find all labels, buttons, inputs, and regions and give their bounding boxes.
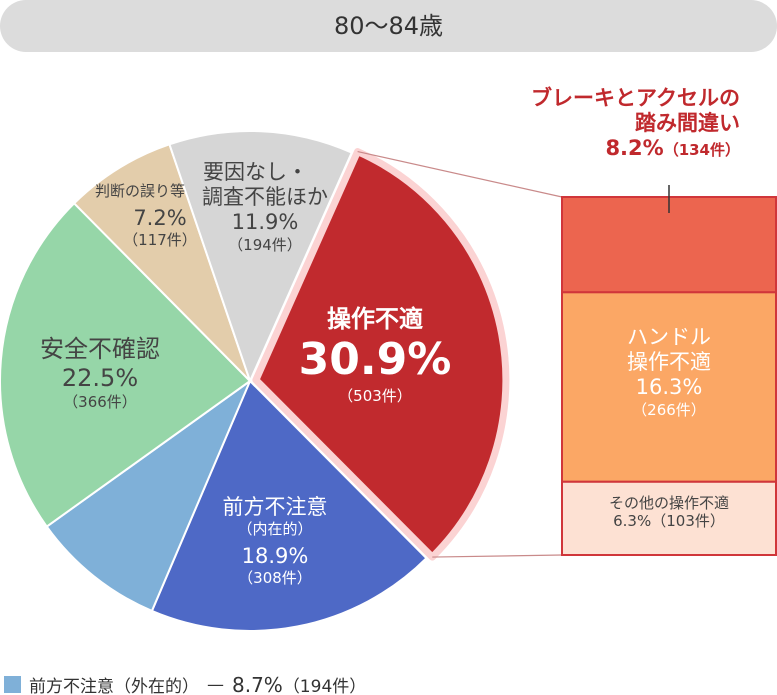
pie-slice <box>45 378 253 613</box>
label-judgement: 判断の誤り等 7.2% （117件） <box>45 182 205 249</box>
slice-label: 要因なし・ <box>203 160 308 184</box>
legend-label: 前方不注意（外在的） <box>29 677 199 695</box>
bar-pct: 16.3% <box>635 375 703 400</box>
bar-pct: 6.3% <box>613 512 652 530</box>
slice-label: 操作不適 <box>327 305 423 333</box>
pie-slice <box>0 201 252 528</box>
bar-pct: 8.2% <box>605 136 664 161</box>
bar-label: 踏み間違い <box>635 111 740 136</box>
connector-line <box>432 554 563 558</box>
bar-label: その他の操作不適 <box>608 494 729 512</box>
pie-slice <box>168 130 354 384</box>
slice-count: （308件） <box>238 569 312 588</box>
slice-count: （117件） <box>123 231 197 250</box>
label-none: 要因なし・ 調査不能ほか 11.9% （194件） <box>195 160 335 254</box>
slice-pct: 18.9% <box>241 544 309 569</box>
slice-count: （503件） <box>338 386 412 405</box>
slice-pct: 11.9% <box>231 210 299 235</box>
slice-sublabel: （内在的） <box>237 520 313 539</box>
label-other-operation: その他の操作不適 6.3%（103件） <box>562 494 776 530</box>
legend-pct: 8.7% <box>232 673 283 695</box>
slice-count: （366件） <box>63 392 137 411</box>
bar-label: ブレーキとアクセルの <box>531 86 740 110</box>
slice-pct: 7.2% <box>133 206 187 230</box>
label-front-internal: 前方不注意 （内在的） 18.9% （308件） <box>195 495 355 587</box>
slice-pct: 22.5% <box>61 363 139 392</box>
slice-label: 調査不能ほか <box>202 185 328 210</box>
connector-line <box>357 150 563 198</box>
bar-label: ハンドル <box>627 325 711 349</box>
pie-slice-operation <box>252 148 510 561</box>
label-pedal-error: ブレーキとアクセルの 踏み間違い 8.2%（134件） <box>440 86 740 162</box>
legend: 前方不注意（外在的） — 8.7%（194件） <box>4 672 366 695</box>
age-group-title: 80〜84歳 <box>0 0 777 52</box>
bar-count: （266件） <box>632 400 706 419</box>
legend-count: （194件） <box>282 677 367 695</box>
legend-dash: — <box>207 674 224 695</box>
slice-pct: 30.9% <box>298 333 452 385</box>
legend-swatch <box>4 676 21 693</box>
bar-segment <box>561 480 777 557</box>
label-safety: 安全不確認 22.5% （366件） <box>20 335 180 411</box>
slice-label: 安全不確認 <box>40 335 160 363</box>
label-steering: ハンドル 操作不適 16.3% （266件） <box>562 325 776 419</box>
pie-slice <box>72 143 251 382</box>
slice-label: 前方不注意 <box>222 495 328 519</box>
bar-count: （103件） <box>651 512 725 530</box>
pie-slice <box>150 379 428 632</box>
bar-count: （134件） <box>663 141 740 160</box>
slice-label: 判断の誤り等 <box>94 182 185 200</box>
bar-label: 操作不適 <box>627 350 711 375</box>
label-operation: 操作不適 30.9% （503件） <box>290 305 460 405</box>
slice-count: （194件） <box>228 235 302 254</box>
